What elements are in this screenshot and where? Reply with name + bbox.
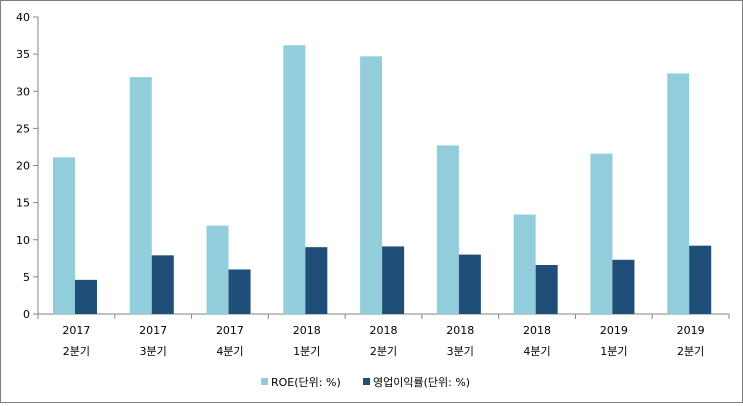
x-tick-label-quarter: 3분기 xyxy=(140,345,167,358)
roe-bar xyxy=(436,145,459,314)
x-tick-label-quarter: 2분기 xyxy=(63,345,90,358)
operating-margin-bar xyxy=(151,255,174,314)
operating-margin-bar xyxy=(305,247,328,314)
x-tick-label-year: 2017 xyxy=(62,324,90,337)
y-tick-label: 35 xyxy=(16,48,30,61)
operating-margin-bar xyxy=(689,245,712,314)
operating-margin-bar xyxy=(228,269,251,314)
roe-bar xyxy=(283,45,306,315)
y-tick-label: 30 xyxy=(16,85,30,98)
legend-swatch-roe xyxy=(261,378,268,385)
x-tick-label-quarter: 2분기 xyxy=(370,345,397,358)
x-tick-label-year: 2018 xyxy=(370,324,398,337)
chart-legend: ROE(단위: %) 영업이익률(단위: %) xyxy=(261,376,470,389)
legend-swatch-operating-margin xyxy=(363,378,370,385)
x-tick-label-year: 2017 xyxy=(139,324,167,337)
x-tick-label-year: 2019 xyxy=(600,324,628,337)
y-tick-label: 25 xyxy=(16,122,30,135)
roe-bar xyxy=(513,214,536,314)
operating-margin-bar xyxy=(535,264,558,314)
x-tick-label-quarter: 1분기 xyxy=(293,345,320,358)
operating-margin-bar xyxy=(75,279,97,314)
x-tick-label-quarter: 4분기 xyxy=(216,345,243,358)
operating-margin-bar xyxy=(382,246,405,314)
x-tick-label-quarter: 4분기 xyxy=(523,345,550,358)
roe-bar xyxy=(129,77,152,314)
x-tick-label-year: 2018 xyxy=(293,324,321,337)
y-tick-label: 5 xyxy=(23,271,30,284)
chart-labels: 0 5 10 15 20 25 30 35 40 2017 2분기 2017 3분기 2017 4분기 201… xyxy=(16,11,705,358)
operating-margin-bar xyxy=(458,254,481,314)
roe-bar xyxy=(360,56,383,314)
roe-bar xyxy=(667,73,690,315)
x-tick-label-year: 2018 xyxy=(523,324,551,337)
chart-bars xyxy=(53,45,712,315)
x-tick-label-quarter: 3분기 xyxy=(447,345,474,358)
x-tick-label-year: 2018 xyxy=(446,324,474,337)
y-tick-label: 20 xyxy=(16,160,30,173)
legend-label-operating-margin: 영업이익률(단위: %) xyxy=(373,376,470,389)
x-tick-label-year: 2017 xyxy=(216,324,244,337)
roe-bar xyxy=(53,157,75,314)
y-tick-label: 0 xyxy=(23,308,30,321)
y-tick-label: 15 xyxy=(16,197,30,210)
y-tick-label: 10 xyxy=(16,234,30,247)
x-tick-label-year: 2019 xyxy=(677,324,705,337)
legend-label-roe: ROE(단위: %) xyxy=(271,376,341,389)
operating-margin-bar xyxy=(612,259,635,314)
x-tick-label-quarter: 2분기 xyxy=(677,345,704,358)
x-tick-label-quarter: 1분기 xyxy=(600,345,627,358)
y-tick-label: 40 xyxy=(16,11,30,24)
roe-bar xyxy=(206,225,229,314)
roe-bar xyxy=(590,153,613,314)
